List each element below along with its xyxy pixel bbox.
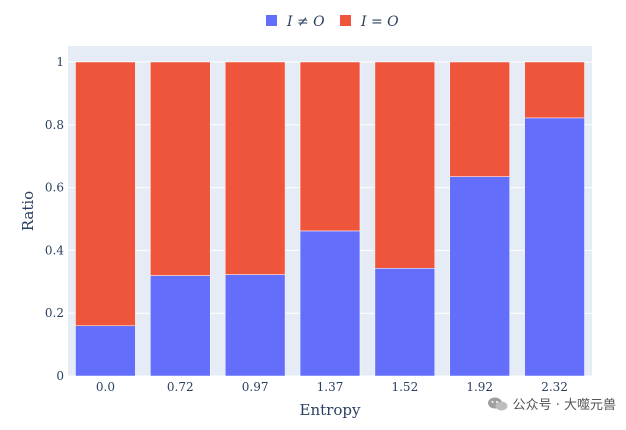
- y-axis-title: Ratio: [19, 191, 37, 231]
- x-tick-label: 0.97: [242, 380, 269, 394]
- watermark-text: 公众号 · 大噬元兽: [512, 398, 616, 413]
- bar-segment: [224, 61, 286, 275]
- legend[interactable]: I ≠ O I = O: [266, 14, 399, 30]
- bar-segment: [449, 176, 510, 377]
- x-tick-label: 1.52: [391, 380, 418, 394]
- y-tick-label: 0.8: [45, 118, 64, 132]
- bar-segment: [524, 117, 585, 377]
- x-tick-label: 1.92: [466, 380, 493, 394]
- x-tick-label: 0.0: [96, 380, 115, 394]
- x-tick-label: 1.37: [317, 380, 344, 394]
- bars: [75, 61, 585, 377]
- bar-segment: [524, 61, 585, 119]
- bar-segment: [449, 61, 510, 177]
- legend-swatch[interactable]: [266, 15, 277, 26]
- legend-label[interactable]: I = O: [360, 14, 399, 30]
- y-tick-label: 0.2: [45, 306, 64, 320]
- bar-segment: [150, 275, 211, 377]
- y-tick-label: 1: [56, 55, 64, 69]
- bar-segment: [75, 61, 136, 327]
- y-tick-label: 0.6: [45, 181, 64, 195]
- y-tick-label: 0: [56, 369, 64, 383]
- x-axis-title: Entropy: [300, 401, 361, 419]
- wechat-icon: [487, 397, 508, 410]
- legend-swatch[interactable]: [340, 15, 351, 26]
- x-tick-label: 0.72: [167, 380, 194, 394]
- bar-segment: [150, 61, 211, 276]
- bar-segment: [299, 61, 361, 232]
- bar-segment: [75, 325, 136, 377]
- bar-segment: [224, 274, 286, 377]
- bar-segment: [374, 61, 436, 269]
- y-tick-label: 0.4: [45, 243, 64, 257]
- bar-segment: [299, 230, 361, 377]
- y-tick-labels: 0 0.2 0.4 0.6 0.8 1: [45, 55, 64, 383]
- watermark: 公众号 · 大噬元兽: [487, 394, 616, 413]
- x-tick-label: 2.32: [541, 380, 568, 394]
- x-tick-labels: 0.0 0.72 0.97 1.37 1.52 1.92 2.32: [96, 380, 568, 394]
- legend-label[interactable]: I ≠ O: [286, 14, 325, 30]
- bar-segment: [374, 268, 436, 377]
